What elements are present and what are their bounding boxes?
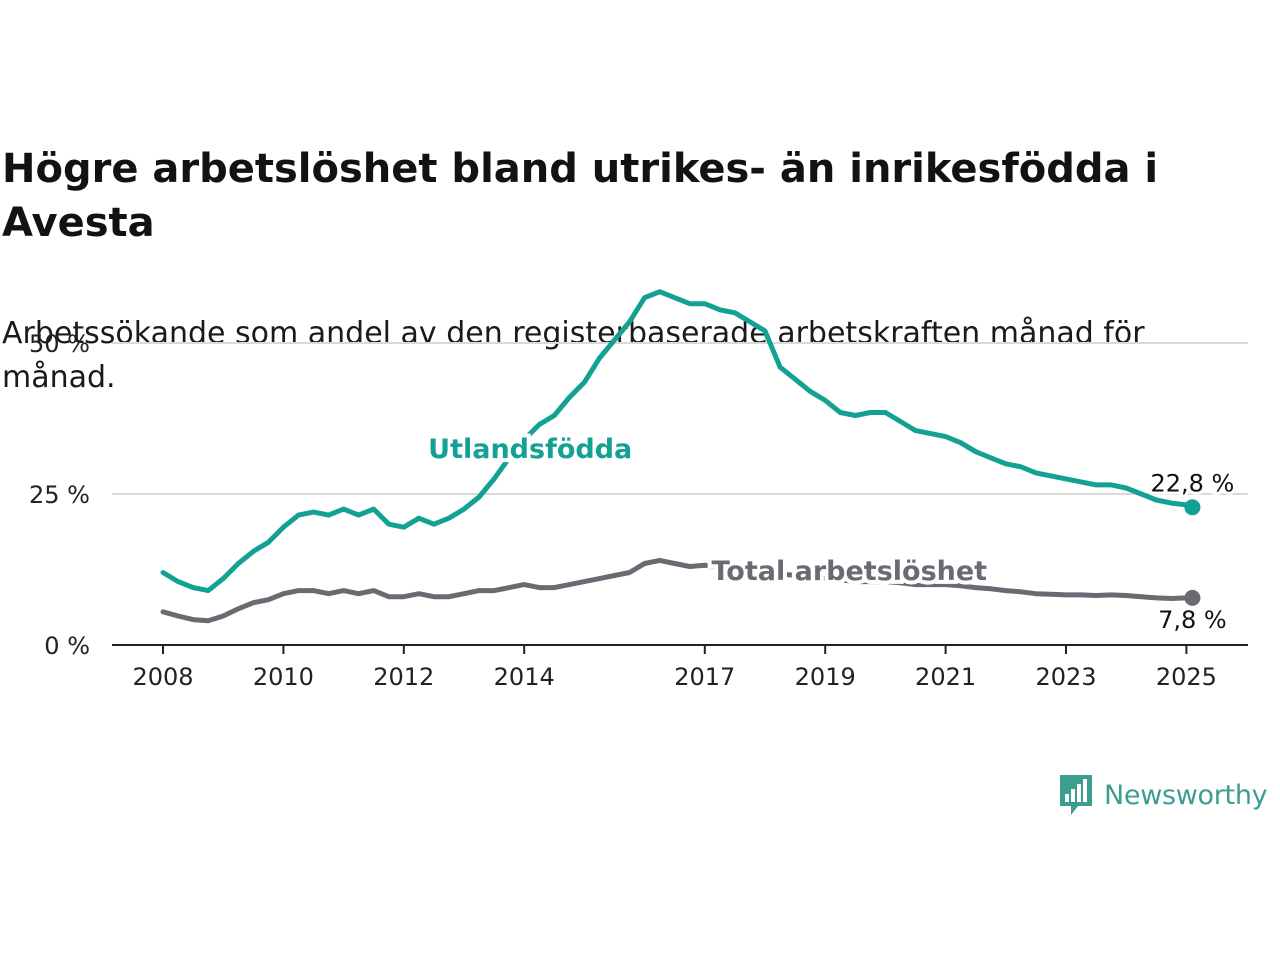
series-end-dot-total: [1184, 589, 1201, 606]
brand-name: Newsworthy: [1104, 779, 1268, 811]
x-tick-label-1: 2010: [253, 663, 314, 691]
x-tick-label-8: 2025: [1156, 663, 1217, 691]
gridlines: [112, 342, 1248, 495]
x-tick-label-4: 2017: [674, 663, 735, 691]
series-line-total: [160, 557, 1195, 624]
y-tick-label-0: 0 %: [44, 632, 90, 660]
x-tick-label-3: 2014: [494, 663, 555, 691]
x-tick-label-7: 2023: [1035, 663, 1096, 691]
brand-logo: Newsworthy: [1058, 772, 1268, 818]
x-tick-label-6: 2021: [915, 663, 976, 691]
series-end-dot-utlandsfodda: [1184, 499, 1201, 516]
series-annotation-total: Total arbetslöshet: [711, 556, 987, 587]
y-tick-label-1: 25 %: [29, 481, 90, 509]
newsworthy-logo-icon: [1060, 775, 1092, 815]
labels: 22,8 % 7,8 % Utlandsfödda Total arbetslöshe…: [424, 430, 1237, 637]
line-chart: 0 % 25 % 50 % 2008 2010 2012 2014 2017 2019 2021 2…: [29, 289, 1248, 691]
chart-title: Högre arbetslöshet bland utrikes- än inr…: [2, 146, 1159, 246]
end-value-label-total: 7,8 %: [1158, 606, 1227, 634]
chart-subtitle: Arbetssökande som andel av den registerb…: [2, 316, 1145, 395]
x-tick-label-0: 2008: [132, 663, 193, 691]
series-annotation-utlandsfodda: Utlandsfödda: [428, 434, 632, 465]
axes: 0 % 25 % 50 % 2008 2010 2012 2014 2017 2019 2021 2…: [29, 330, 1248, 691]
series-lines: [160, 289, 1201, 624]
x-tick-label-2: 2012: [373, 663, 434, 691]
series-line-utlandsfodda: [160, 289, 1195, 594]
y-tick-label-2: 50 %: [29, 330, 90, 358]
x-tick-label-5: 2019: [795, 663, 856, 691]
end-value-label-utlandsfodda: 22,8 %: [1150, 469, 1234, 497]
